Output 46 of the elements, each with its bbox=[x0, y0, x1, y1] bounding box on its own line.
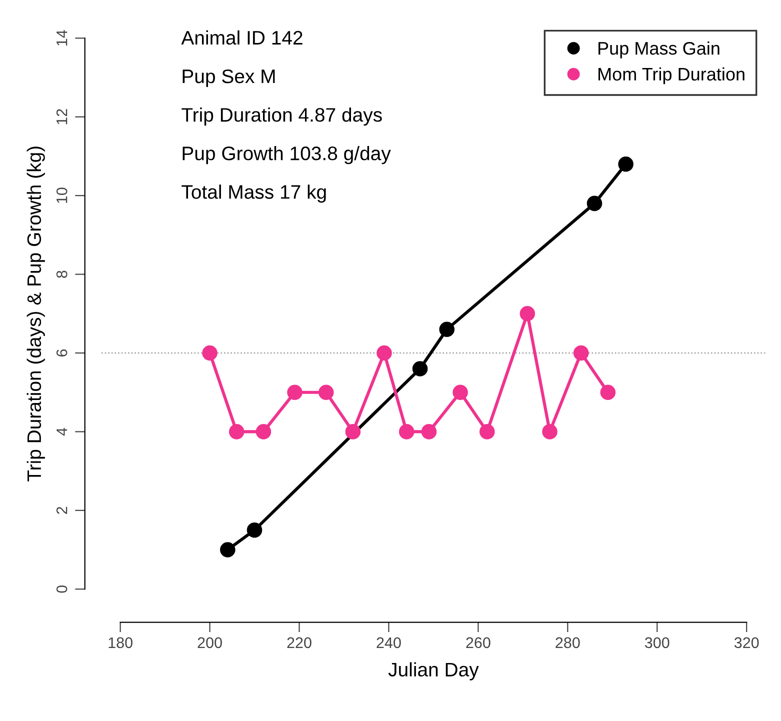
point bbox=[345, 424, 361, 440]
point bbox=[586, 196, 602, 212]
y-tick-label: 14 bbox=[56, 30, 68, 46]
point bbox=[618, 156, 634, 172]
annotation: Trip Duration 4.87 days bbox=[182, 107, 382, 126]
x-tick-label: 200 bbox=[198, 637, 222, 648]
point bbox=[421, 424, 437, 440]
point bbox=[202, 345, 218, 361]
point bbox=[542, 424, 558, 440]
point bbox=[398, 424, 414, 440]
y-axis-title: Trip Duration (days) & Pup Growth (kg) bbox=[26, 146, 45, 482]
point bbox=[520, 306, 536, 322]
point bbox=[412, 361, 428, 376]
point bbox=[479, 424, 495, 440]
y-tick-label: 0 bbox=[56, 585, 68, 593]
annotation: Pup Growth 103.8 g/day bbox=[182, 146, 391, 164]
point bbox=[573, 345, 589, 361]
point bbox=[287, 384, 302, 400]
y-tick-label: 4 bbox=[56, 428, 68, 436]
x-tick-label: 220 bbox=[287, 637, 312, 648]
annotation: Total Mass 17 kg bbox=[182, 184, 326, 203]
point bbox=[246, 522, 262, 538]
point bbox=[256, 424, 272, 440]
annotation: Pup Sex M bbox=[182, 69, 275, 88]
annotation: Animal ID 142 bbox=[181, 30, 302, 45]
y-tick-label: 10 bbox=[56, 188, 68, 203]
x-tick-label: 280 bbox=[556, 637, 580, 648]
point bbox=[318, 384, 334, 400]
x-axis-title: Julian Day bbox=[388, 662, 479, 680]
x-tick-label: 180 bbox=[108, 637, 132, 648]
x-tick-label: 240 bbox=[376, 637, 401, 648]
legend-label: Pup Mass Gain bbox=[598, 41, 720, 58]
x-tick-label: 260 bbox=[466, 637, 490, 648]
point bbox=[452, 384, 468, 400]
point bbox=[376, 345, 392, 361]
point bbox=[439, 322, 455, 338]
y-tick-label: 12 bbox=[56, 109, 68, 124]
point bbox=[228, 424, 244, 440]
y-tick-label: 6 bbox=[56, 349, 68, 356]
y-tick-label: 8 bbox=[56, 270, 68, 278]
legend-label: Mom Trip Duration bbox=[598, 67, 744, 84]
point bbox=[220, 542, 236, 558]
y-tick-label: 2 bbox=[56, 506, 68, 514]
point bbox=[600, 384, 616, 400]
x-tick-label: 300 bbox=[644, 637, 670, 648]
x-tick-label: 320 bbox=[734, 637, 759, 648]
